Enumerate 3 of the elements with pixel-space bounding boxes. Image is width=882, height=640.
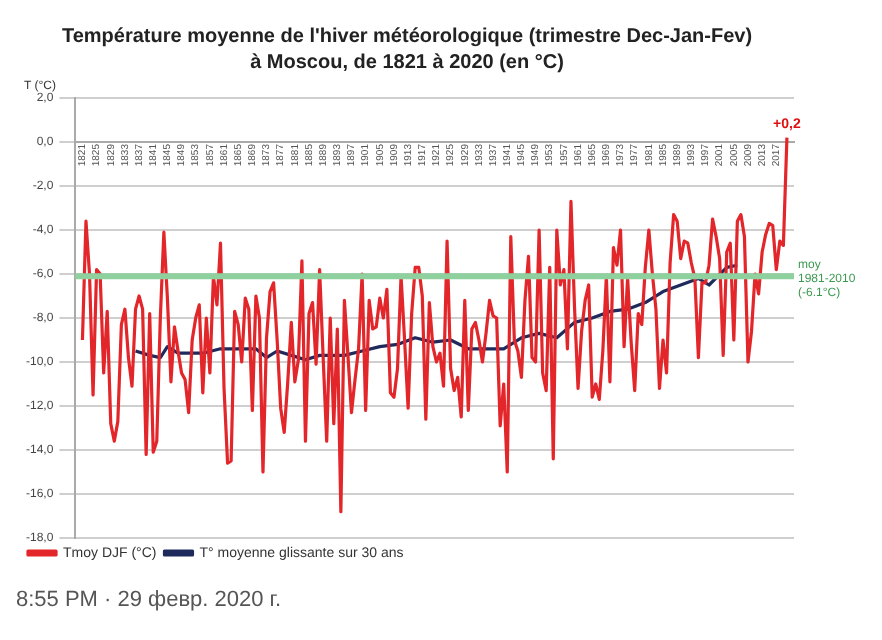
chart-subtitle: à Moscou, de 1821 à 2020 (en °C) (250, 51, 564, 74)
text: 8:55 PM · 29 февр. 2020 г. (16, 588, 284, 612)
chart-title: Température moyenne de l'hiver météorologique (trimestre Dec-Jan-Fev) (61, 25, 753, 48)
